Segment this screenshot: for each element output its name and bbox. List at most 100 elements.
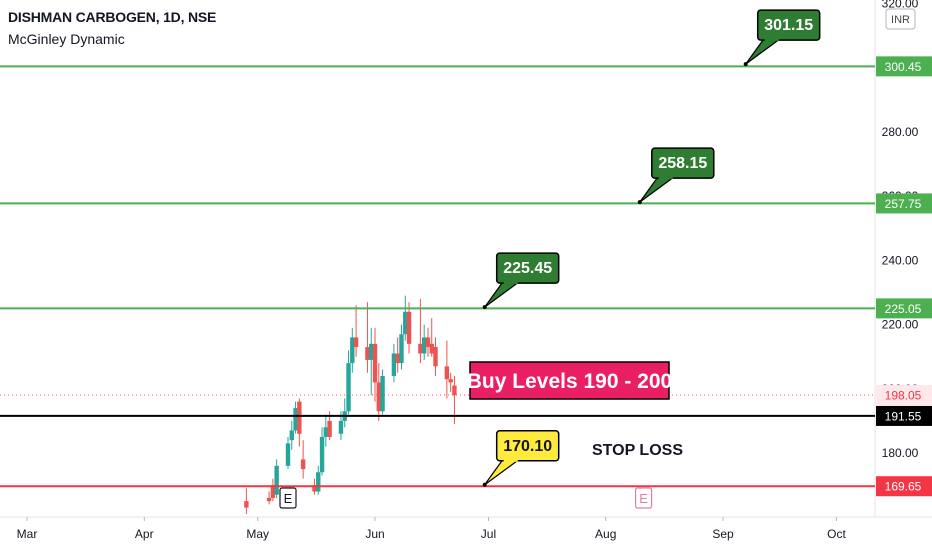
candle-body (365, 347, 370, 360)
candle-body (244, 501, 249, 508)
candle[interactable] (376, 363, 381, 421)
x-tick-label: Oct (827, 527, 846, 541)
candle[interactable] (285, 436, 291, 470)
buy-levels-banner[interactable]: Buy Levels 190 - 200 (467, 361, 672, 400)
candle-body (319, 436, 325, 473)
candle[interactable] (399, 324, 404, 370)
candle-body (312, 485, 317, 492)
candle-body (448, 379, 453, 383)
candle[interactable] (350, 327, 355, 373)
earnings-marker[interactable]: E (634, 487, 653, 509)
candle[interactable] (395, 337, 400, 373)
y-tick-label: 280.00 (882, 125, 919, 139)
price-callout[interactable]: 258.15 (637, 147, 715, 205)
candle-body (300, 459, 306, 470)
currency-label: INR (891, 14, 910, 26)
earnings-marker[interactable]: E (279, 487, 297, 509)
candle[interactable] (353, 305, 359, 357)
candle[interactable] (429, 318, 434, 357)
candle[interactable] (425, 327, 431, 357)
candle[interactable] (391, 343, 397, 383)
candle[interactable] (372, 327, 378, 402)
candle-body (391, 353, 397, 376)
candle[interactable] (448, 372, 453, 393)
price-callout[interactable]: 225.45 (482, 252, 560, 310)
candle[interactable] (319, 427, 325, 476)
candle[interactable] (421, 324, 427, 360)
candle[interactable] (270, 478, 276, 502)
banner-box (469, 361, 670, 400)
level-axis-label: 225.05 (885, 302, 922, 316)
candle-body (433, 347, 438, 367)
candle-body (369, 343, 374, 360)
callout-anchor-dot (482, 482, 487, 487)
candle[interactable] (433, 337, 438, 376)
candle[interactable] (444, 340, 450, 399)
y-tick-label: 320.00 (882, 0, 919, 11)
candle-body (338, 420, 344, 434)
callout-anchor-dot (637, 200, 642, 205)
callout-pointer (484, 459, 520, 486)
level-axis-label: 257.75 (885, 197, 922, 211)
candle[interactable] (365, 302, 370, 373)
price-callout[interactable]: 301.15 (743, 9, 821, 67)
currency-badge[interactable] (885, 8, 916, 30)
candle-body (380, 375, 385, 412)
candle-body (316, 472, 321, 492)
candle-body (346, 363, 351, 412)
indicator-legend: McGinley Dynamic (8, 31, 125, 47)
candle[interactable] (323, 414, 329, 447)
candle[interactable] (369, 327, 374, 396)
candle-body (406, 311, 412, 344)
candle[interactable] (274, 459, 279, 498)
callout-box (756, 9, 821, 41)
y-tick-label: 240.00 (882, 253, 919, 267)
level-axis-label-bg (876, 405, 932, 426)
level-axis-label-bg (876, 56, 932, 77)
candle[interactable] (418, 298, 423, 364)
y-tick-label: 220.00 (882, 318, 919, 332)
x-tick-label: Aug (595, 527, 616, 541)
candle-body (323, 427, 329, 437)
candle-body (376, 382, 381, 412)
candle-body (266, 497, 272, 502)
earnings-letter: E (284, 491, 293, 506)
candle[interactable] (297, 398, 302, 447)
candle[interactable] (289, 420, 294, 450)
callout-joint (503, 458, 518, 462)
candle[interactable] (406, 302, 412, 354)
stop-loss-label: STOP LOSS (592, 442, 683, 459)
callout-text: 258.15 (658, 155, 707, 172)
price-callout[interactable]: 170.10 (482, 430, 560, 487)
candle[interactable] (346, 350, 351, 415)
callout-joint (658, 176, 673, 180)
earnings-box (634, 487, 653, 509)
candle[interactable] (244, 488, 249, 514)
callout-anchor-dot (743, 62, 748, 67)
candle-body (372, 343, 378, 383)
candle[interactable] (293, 401, 298, 434)
candle-body (289, 430, 294, 441)
candle-body (403, 311, 408, 335)
level-axis-label-bg (876, 476, 932, 497)
callout-joint (503, 281, 518, 285)
level-axis-label: 300.45 (885, 60, 922, 74)
candle[interactable] (380, 369, 385, 415)
callout-box (495, 252, 560, 284)
callout-anchor-dot (482, 305, 487, 310)
candle[interactable] (266, 491, 272, 505)
candle-body (421, 337, 427, 354)
candle-body (274, 465, 279, 495)
chart-header: DISHMAN CARBOGEN, 1D, NSE McGinley Dynam… (8, 10, 216, 46)
x-tick-label: Mar (17, 527, 38, 541)
x-tick-label: Apr (135, 527, 154, 541)
candle[interactable] (316, 465, 321, 495)
callout-pointer (639, 176, 675, 203)
candle-body (270, 485, 276, 498)
candle[interactable] (300, 440, 306, 479)
x-tick-label: Jun (365, 527, 384, 541)
candle[interactable] (342, 398, 347, 428)
candle[interactable] (403, 295, 408, 341)
